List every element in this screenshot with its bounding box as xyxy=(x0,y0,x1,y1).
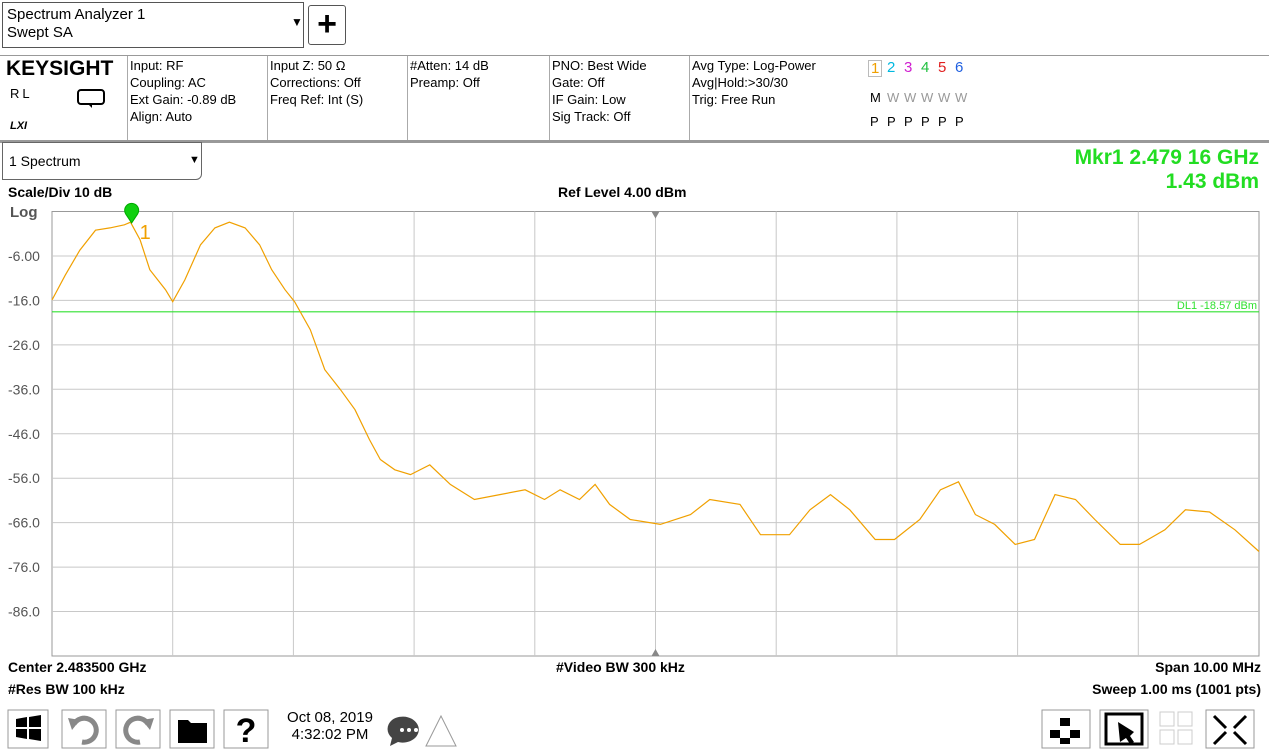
info-item: Trig: Free Run xyxy=(692,92,776,107)
layout-button[interactable] xyxy=(1041,709,1091,749)
scale-label: Scale/Div 10 dB xyxy=(8,184,113,200)
undo-button[interactable] xyxy=(61,709,107,749)
y-tick-label: -86.0 xyxy=(8,604,40,620)
y-tick-label: -56.0 xyxy=(8,470,40,486)
info-item: IF Gain: Low xyxy=(552,92,626,107)
trace xyxy=(51,221,1260,552)
info-item: #Atten: 14 dB xyxy=(410,58,489,73)
info-separator xyxy=(267,56,268,140)
trace-number: 6 xyxy=(955,59,964,76)
marker-frequency: Mkr1 2.479 16 GHz xyxy=(1074,146,1259,169)
y-tick-label: -16.0 xyxy=(8,292,40,308)
y-tick-label: -76.0 xyxy=(8,559,40,575)
add-button[interactable]: + xyxy=(308,5,346,45)
help-button[interactable]: ? xyxy=(223,709,269,750)
y-tick-label: -6.00 xyxy=(8,248,40,264)
brand: KEYSIGHT xyxy=(6,57,114,80)
window-name: 1 Spectrum xyxy=(9,153,81,169)
time: 4:32:02 PM xyxy=(291,726,369,743)
info-item: Gate: Off xyxy=(552,75,605,90)
trace-detector: P xyxy=(887,114,896,129)
clock: Oct 08, 2019 4:32:02 PM xyxy=(280,709,380,743)
info-separator xyxy=(689,56,690,140)
chat-icon[interactable] xyxy=(387,716,419,746)
trace-detector: P xyxy=(904,114,913,129)
split-button[interactable] xyxy=(1159,711,1193,745)
marker xyxy=(124,202,140,224)
center-freq: Center 2.483500 GHz xyxy=(8,659,147,675)
display-line-label: DL1 -18.57 dBm xyxy=(1177,300,1257,312)
span: Span 10.00 MHz xyxy=(1155,659,1261,675)
trace-type: W xyxy=(955,90,968,105)
svg-text:?: ? xyxy=(236,712,257,750)
alert-icon[interactable] xyxy=(425,714,457,747)
info-separator xyxy=(549,56,550,140)
info-item: Avg|Hold:>30/30 xyxy=(692,75,789,90)
info-item: Input Z: 50 Ω xyxy=(270,58,346,73)
trace-type: W xyxy=(904,90,917,105)
touch-button[interactable] xyxy=(1099,709,1149,749)
info-item: Coupling: AC xyxy=(130,75,206,90)
trace-number: 2 xyxy=(887,59,896,76)
marker-label: 1 xyxy=(140,222,151,244)
trace-detector: P xyxy=(938,114,947,129)
info-separator xyxy=(407,56,408,140)
trace-number: 5 xyxy=(938,59,947,76)
y-tick-label: -36.0 xyxy=(8,381,40,397)
y-tick-label: -46.0 xyxy=(8,426,40,442)
redo-button[interactable] xyxy=(115,709,161,749)
trace-detector: P xyxy=(870,114,879,129)
app-title: Spectrum Analyzer 1 xyxy=(7,6,146,23)
info-item: Sig Track: Off xyxy=(552,109,631,124)
trace-number: 1 xyxy=(868,60,883,77)
trace-type: W xyxy=(938,90,951,105)
trace-number: 4 xyxy=(921,59,930,76)
file-button[interactable] xyxy=(169,709,215,749)
zoom-button[interactable] xyxy=(1205,709,1255,749)
info-item: Align: Auto xyxy=(130,109,193,124)
marker-amplitude: 1.43 dBm xyxy=(1165,170,1259,193)
video-bw: #Video BW 300 kHz xyxy=(556,659,685,675)
info-item: PNO: Best Wide xyxy=(552,58,647,73)
ref-level: Ref Level 4.00 dBm xyxy=(558,184,687,200)
local-icon xyxy=(77,89,105,108)
trace-detector: P xyxy=(921,114,930,129)
mode-selector[interactable]: Spectrum Analyzer 1 Swept SA ▼ xyxy=(2,2,304,48)
dropdown-arrow: ▼ xyxy=(189,154,200,166)
info-item: Corrections: Off xyxy=(270,75,361,90)
info-bar xyxy=(0,55,1269,143)
trace-type: W xyxy=(921,90,934,105)
info-item: Ext Gain: -0.89 dB xyxy=(130,92,237,107)
info-item: Avg Type: Log-Power xyxy=(692,58,816,73)
trace-detector: P xyxy=(955,114,964,129)
y-tick-label: -26.0 xyxy=(8,337,40,353)
windows-button[interactable] xyxy=(7,709,49,749)
info-item: Preamp: Off xyxy=(410,75,480,90)
info-item: Input: RF xyxy=(130,58,184,73)
res-bw: #Res BW 100 kHz xyxy=(8,681,125,697)
trace-type: W xyxy=(887,90,900,105)
date: Oct 08, 2019 xyxy=(287,709,373,726)
sweep: Sweep 1.00 ms (1001 pts) xyxy=(1092,681,1261,697)
lxi-logo: LXI xyxy=(10,120,28,132)
rl-label: RL xyxy=(10,86,33,101)
y-tick-label: -66.0 xyxy=(8,515,40,531)
dropdown-arrow: ▼ xyxy=(291,15,303,29)
trace-number: 3 xyxy=(904,59,913,76)
app-mode: Swept SA xyxy=(7,24,73,41)
info-item: Freq Ref: Int (S) xyxy=(270,92,364,107)
trace-type: M xyxy=(870,90,881,105)
window-selector[interactable]: 1 Spectrum ▼ xyxy=(2,142,202,180)
info-separator xyxy=(127,56,128,140)
taskbar: ? xyxy=(7,709,1255,750)
scale-type: Log xyxy=(10,204,38,221)
